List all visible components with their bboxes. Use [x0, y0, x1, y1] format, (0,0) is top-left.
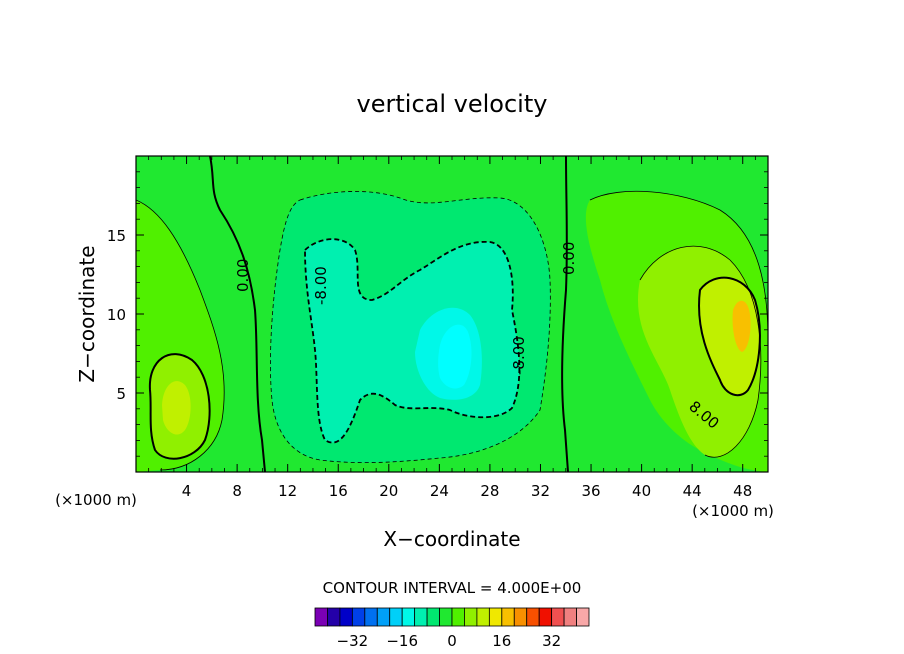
region-center-neg16 [438, 324, 472, 389]
x-tick-label: 12 [278, 482, 297, 500]
x-units-left: (×1000 m) [55, 491, 137, 509]
colorbar-swatch [526, 607, 540, 627]
x-tick-label: 16 [329, 482, 348, 500]
x-tick-label: 4 [182, 482, 192, 500]
x-axis-label: X−coordinate [383, 527, 520, 551]
colorbar-swatch [426, 607, 440, 627]
region-right-pos16 [732, 300, 751, 352]
contour-neg4-dashed [270, 191, 551, 464]
x-tick-label: 8 [232, 482, 242, 500]
contour-interval-text: CONTOUR INTERVAL = 4.000E+00 [323, 579, 582, 597]
contour-thin-right-2 [639, 245, 762, 458]
colorbar-swatch [513, 607, 528, 627]
colorbar-tick-label: 16 [492, 632, 511, 650]
x-tick-label: 40 [632, 482, 651, 500]
colorbar-swatch [376, 607, 391, 627]
x-tick-label: 44 [683, 482, 702, 500]
colorbar-swatch [364, 607, 378, 627]
colorbar-swatch [538, 607, 553, 627]
colorbar [314, 607, 590, 627]
colorbar-tick-label: 32 [542, 632, 561, 650]
x-tick-label: 20 [379, 482, 398, 500]
colorbar-swatch [439, 607, 453, 627]
colorbar-swatch [563, 607, 577, 627]
x-tick-label: 28 [480, 482, 499, 500]
colorbar-swatch [451, 607, 465, 627]
contour-thin-right [589, 190, 768, 341]
x-tick-label: 32 [531, 482, 550, 500]
colorbar-swatch [501, 607, 515, 627]
contour-label: -8.00 [312, 266, 330, 305]
colorbar-swatch [476, 607, 490, 627]
colorbar-swatch [551, 607, 565, 627]
contour-right-pos8 [698, 276, 761, 397]
y-axis: 5 10 15 [107, 171, 768, 457]
contour-zero-left [209, 156, 266, 472]
colorbar-tick-label: −16 [386, 632, 418, 650]
y-tick-label: 15 [107, 227, 126, 245]
contour-label: -8.00 [510, 336, 528, 375]
colorbar-tick-label: −32 [337, 632, 369, 650]
contour-neg8-dashed [304, 238, 521, 444]
contour-thin-left [136, 199, 225, 471]
colorbar-tick-label: 0 [447, 632, 457, 650]
colorbar-swatch [414, 607, 428, 627]
colorbar-ticks: −32 −16 0 16 32 [337, 632, 562, 650]
colorbar-swatch [576, 607, 590, 627]
contour-label: 0.00 [560, 242, 578, 275]
x-tick-label: 48 [733, 482, 752, 500]
contour-label: 0.00 [234, 259, 252, 292]
colorbar-swatch [351, 607, 366, 627]
contour-field [136, 156, 768, 472]
x-tick-label: 24 [430, 482, 449, 500]
colorbar-swatch [314, 607, 328, 627]
x-axis: 4 8 12 16 20 24 28 32 36 40 44 48 [148, 156, 756, 500]
x-units-right: (×1000 m) [692, 502, 774, 520]
colorbar-swatch [488, 607, 503, 627]
colorbar-swatch [339, 607, 353, 627]
chart-title: vertical velocity [357, 90, 548, 118]
y-axis-label: Z−coordinate [75, 245, 99, 382]
x-tick-label: 36 [581, 482, 600, 500]
colorbar-swatch [401, 607, 416, 627]
y-tick-label: 5 [116, 385, 126, 403]
y-tick-label: 10 [107, 306, 126, 324]
colorbar-swatch [464, 607, 478, 627]
region-left-pos12 [162, 381, 191, 435]
colorbar-swatch [327, 607, 341, 627]
contour-zero-right [561, 156, 569, 472]
colorbar-swatch [389, 607, 403, 627]
contour-left-pos8 [148, 353, 211, 460]
